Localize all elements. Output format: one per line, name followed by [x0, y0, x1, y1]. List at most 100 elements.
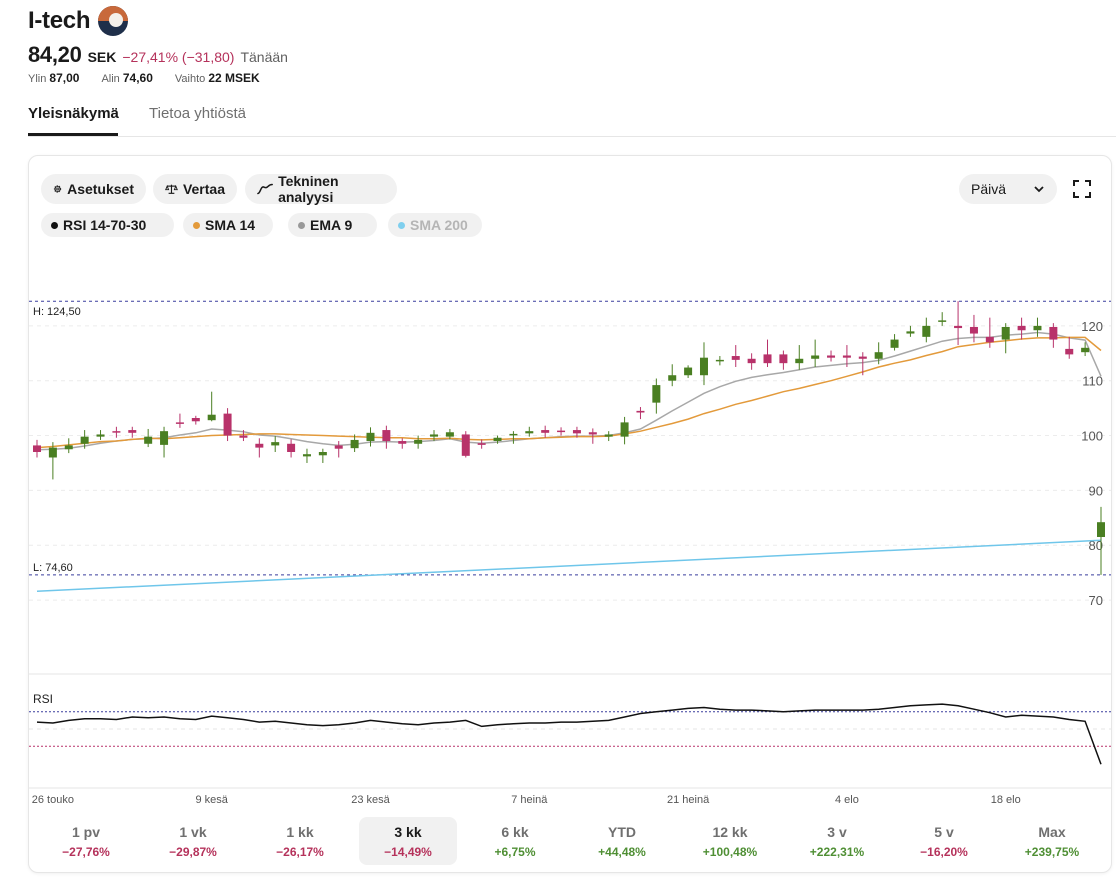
sma200-color-dot [398, 221, 405, 229]
tab-company-info[interactable]: Tietoa yhtiöstä [149, 105, 246, 122]
candle-body [382, 430, 391, 442]
candle-body [811, 355, 820, 359]
candle-body [350, 439, 359, 449]
y-tick-label: 120 [1081, 319, 1103, 334]
y-tick-label: 70 [1089, 593, 1103, 608]
y-tick-label: 100 [1081, 429, 1103, 444]
chart-card: Asetukset Vertaa Tekninen analyysi Päivä… [28, 155, 1112, 873]
period-ytd[interactable]: YTD +44,48% [598, 824, 646, 859]
candle-body [541, 430, 550, 433]
period-1w[interactable]: 1 vk −29,87% [169, 824, 217, 859]
candle-body [461, 434, 470, 456]
candle-body [318, 452, 327, 456]
tab-overview[interactable]: Yleisnäkymä [28, 105, 119, 122]
ema9-line [36, 331, 1102, 451]
candle-body [112, 431, 121, 433]
candle-body [302, 454, 311, 457]
candle-body [255, 443, 264, 448]
period-5y[interactable]: 5 v −16,20% [920, 824, 968, 859]
candle-body [747, 358, 756, 364]
candle-body [48, 447, 57, 458]
period-max[interactable]: Max +239,75% [1024, 824, 1080, 859]
company-logo [98, 6, 129, 36]
candle-body [525, 431, 534, 434]
interval-select[interactable]: Päivä [959, 174, 1057, 204]
change-period-label: Tänään [240, 49, 288, 65]
technical-analysis-button[interactable]: Tekninen analyysi [245, 173, 397, 205]
indicator-sma200[interactable]: SMA 200 [388, 213, 482, 237]
low-label: L: 74,60 [33, 562, 73, 574]
candle-body [160, 431, 169, 445]
candle-body [1097, 522, 1105, 537]
settings-label: Asetukset [67, 181, 134, 197]
candle-body [858, 356, 867, 359]
ema9-label: EMA 9 [310, 217, 353, 233]
period-3m[interactable]: 3 kk −14,49% [359, 817, 457, 865]
candle-body [239, 435, 248, 438]
y-tick-label: 80 [1089, 538, 1103, 553]
x-tick-label: 21 heinä [667, 794, 710, 806]
gear-icon [53, 185, 62, 193]
candle-body [80, 436, 89, 444]
candle-body [1065, 348, 1074, 355]
period-12m[interactable]: 12 kk +100,48% [702, 824, 758, 859]
rsi-color-dot [51, 221, 58, 229]
sma14-label: SMA 14 [205, 217, 256, 233]
day-volume: Vaihto 22 MSEK [174, 71, 260, 85]
candle-body [906, 331, 915, 334]
period-1m[interactable]: 1 kk −26,17% [276, 824, 324, 859]
period-3y[interactable]: 3 v +222,31% [809, 824, 865, 859]
candle-body [33, 445, 41, 452]
y-tick-label: 110 [1082, 374, 1103, 389]
candle-body [636, 410, 645, 413]
candle-body [842, 355, 851, 358]
fullscreen-icon[interactable] [1071, 178, 1093, 200]
candle-body [620, 422, 629, 437]
candle-body [287, 443, 296, 452]
candle-body [779, 354, 788, 364]
candle-body [572, 430, 581, 434]
last-price: 84,20 [28, 42, 82, 67]
page-tabs: Yleisnäkymä Tietoa yhtiöstä [28, 100, 1116, 137]
candle-body [874, 352, 883, 359]
compare-button[interactable]: Vertaa [153, 174, 237, 204]
candle-body [668, 375, 677, 381]
candle-body [890, 339, 899, 348]
y-tick-label: 90 [1089, 483, 1103, 498]
candle-body [271, 442, 280, 446]
candle-body [477, 443, 486, 445]
indicator-sma14[interactable]: SMA 14 [183, 213, 273, 237]
candle-body [795, 358, 804, 364]
sma14-color-dot [193, 221, 200, 229]
rsi-label: RSI 14-70-30 [63, 217, 147, 233]
candle-body [96, 434, 105, 437]
settings-button[interactable]: Asetukset [41, 174, 146, 204]
period-6m[interactable]: 6 kk +6,75% [494, 824, 536, 859]
candle-body [731, 356, 740, 360]
candle-body [1001, 326, 1010, 340]
candle-body [430, 434, 439, 437]
technical-analysis-label: Tekninen analyysi [278, 173, 339, 205]
candle-body [763, 354, 772, 364]
candle-body [1049, 326, 1058, 340]
period-1d[interactable]: 1 pv −27,76% [62, 824, 110, 859]
sma14-line [36, 336, 1102, 449]
interval-value: Päivä [971, 181, 1007, 197]
day-high: Ylin 87,00 [28, 71, 80, 85]
indicator-rsi[interactable]: RSI 14-70-30 [41, 213, 174, 237]
candle-body [207, 414, 216, 421]
active-tab-indicator [28, 133, 118, 136]
sma200-line [36, 539, 1102, 593]
candle-body [1081, 347, 1090, 353]
candle-body [715, 359, 724, 362]
indicator-ema9[interactable]: EMA 9 [288, 213, 377, 237]
candle-body [684, 367, 693, 376]
rsi-pane-label: RSI [33, 692, 53, 706]
candle-body [1033, 325, 1042, 331]
sma200-label: SMA 200 [410, 217, 468, 233]
candle-body [128, 430, 137, 433]
price-chart[interactable]: 120 110 100 90 80 70 H: 124,50 L: 74,60 RSI 26 to… [29, 156, 1111, 811]
candle-body [366, 432, 375, 442]
candle-body [64, 445, 73, 450]
x-tick-label: 4 elo [835, 794, 859, 806]
